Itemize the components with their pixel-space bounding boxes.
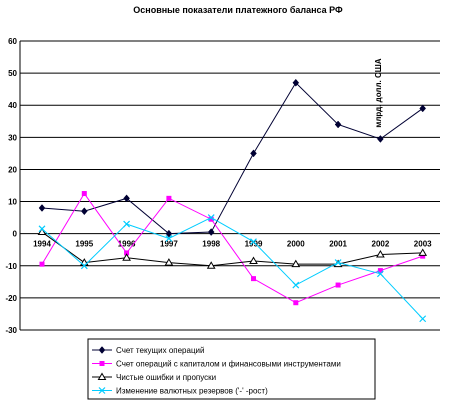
x-tick-label: 1995 — [75, 240, 93, 249]
data-point — [291, 259, 301, 268]
legend-entry: Счет операций с капиталом и финансовыми … — [92, 360, 341, 369]
data-point — [292, 281, 300, 289]
data-point — [81, 191, 87, 197]
data-point — [38, 204, 46, 212]
data-point — [124, 250, 130, 256]
axes: 60 50 40 30 20 10 0 -10 -20 -30 1994 1995 1996 1997 19… — [5, 37, 432, 335]
y-tick-label: -20 — [5, 294, 17, 303]
data-point — [208, 216, 214, 222]
legend-label: Счет текущих операций — [116, 346, 204, 355]
legend-box — [87, 338, 376, 400]
x-tick-label: 2000 — [287, 240, 305, 249]
data-point — [419, 104, 427, 113]
data-point — [419, 315, 427, 323]
data-point — [207, 228, 215, 236]
data-point — [334, 259, 342, 266]
data-point — [123, 220, 131, 228]
data-point — [376, 270, 384, 278]
data-point — [165, 229, 173, 238]
x-tick-label: 1997 — [160, 240, 178, 249]
data-point — [39, 261, 45, 267]
series-layer — [37, 78, 428, 323]
data-point — [122, 253, 131, 261]
x-tick-label: 2003 — [414, 240, 432, 249]
data-point — [206, 261, 216, 269]
y-tick-label: -10 — [5, 262, 17, 271]
data-point — [251, 276, 256, 282]
x-tick-label: 1999 — [245, 240, 263, 249]
y-tick-label: 40 — [8, 101, 17, 110]
data-point — [37, 227, 47, 236]
y-tick-label: -30 — [5, 326, 17, 335]
data-point — [377, 268, 383, 274]
legend-entry: Счет текущих операций — [92, 346, 204, 355]
series-0 — [38, 78, 427, 238]
y-tick-label: 60 — [8, 37, 17, 46]
data-point — [123, 194, 130, 203]
y-tick-label: 20 — [8, 165, 17, 174]
legend-label: Счет операций с капиталом и финансовыми … — [116, 360, 341, 369]
legend-label: Изменение валютных резервов ('-' -рост) — [116, 387, 268, 396]
x-tick-label: 1998 — [202, 240, 220, 249]
legend-swatch-marker — [99, 361, 105, 366]
data-point — [334, 120, 342, 129]
data-point — [335, 282, 341, 288]
data-point — [164, 258, 174, 266]
legend-swatch-marker — [97, 372, 107, 380]
x-tick-label: 1996 — [118, 240, 136, 249]
y-tick-label: 50 — [8, 69, 17, 78]
series-1 — [39, 191, 426, 306]
data-point — [80, 262, 88, 270]
y-tick-label: 0 — [13, 230, 18, 239]
series-line — [41, 231, 423, 267]
legend-swatch-marker — [98, 387, 106, 394]
data-point — [165, 235, 173, 242]
data-point — [292, 78, 300, 87]
data-point — [207, 214, 215, 222]
data-point — [38, 225, 46, 233]
legend-entry: Изменение валютных резервов ('-' -рост) — [92, 387, 268, 396]
data-point — [377, 135, 384, 143]
legend: Счет текущих операций Счет операций с кап… — [87, 338, 376, 400]
x-tick-label: 2002 — [372, 240, 390, 249]
data-point — [250, 149, 257, 158]
y-tick-label: 30 — [8, 133, 17, 142]
series-3 — [38, 214, 427, 323]
y-tick-label: 10 — [8, 198, 17, 207]
data-point — [420, 253, 426, 259]
x-tick-label: 1994 — [33, 240, 51, 249]
legend-swatch-marker — [98, 346, 106, 354]
data-point — [80, 207, 88, 216]
data-point — [250, 238, 257, 246]
data-point — [418, 248, 428, 256]
data-point — [166, 195, 172, 201]
x-tick-label: 2001 — [329, 240, 347, 249]
series-line — [41, 192, 423, 304]
chart-title: Основные показатели платежного баланса Р… — [133, 5, 343, 15]
data-point — [249, 256, 258, 264]
data-point — [376, 250, 385, 258]
series-line — [41, 81, 423, 235]
data-point — [293, 300, 299, 306]
legend-entry: Чистые ошибки и пропуски — [92, 372, 216, 382]
y-axis-label: млрд. долл. США — [374, 58, 383, 127]
series-line — [41, 217, 424, 320]
legend-label: Чистые ошибки и пропуски — [116, 373, 216, 382]
